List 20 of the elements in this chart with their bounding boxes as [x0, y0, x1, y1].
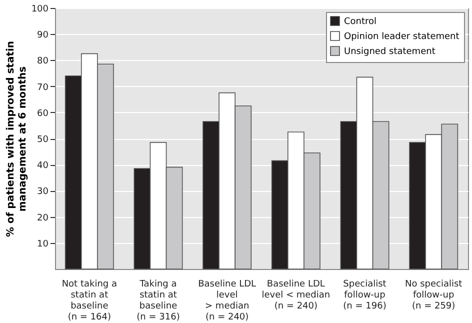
legend-label: Unsigned statement — [344, 47, 436, 57]
y-axis-title: % of patients with improved statin management at 6 months — [5, 40, 28, 238]
y-tick-label: 40 — [37, 161, 49, 172]
y-tick-label: 60 — [37, 108, 49, 119]
x-tick-label: Specialist follow-up (n = 196) — [343, 280, 387, 312]
y-tick-label: 90 — [37, 30, 49, 41]
legend-label: Opinion leader statement — [344, 32, 460, 42]
y-tick-label: 20 — [37, 213, 49, 224]
y-tick-label: 100 — [31, 4, 49, 14]
y-tick-label: 10 — [37, 239, 49, 250]
x-tick-label: No specialist follow-up (n = 259) — [404, 280, 463, 312]
y-tick-label: 80 — [37, 56, 49, 67]
y-tick-label: 30 — [37, 187, 49, 198]
legend-label: Control — [344, 17, 377, 27]
y-tick-label: 70 — [37, 82, 49, 93]
x-tick-label: Taking a statin at baseline (n = 316) — [136, 280, 180, 322]
x-tick-label: Baseline LDL level < median (n = 240) — [262, 280, 330, 312]
x-tick-label: Not taking a statin at baseline (n = 164) — [62, 280, 118, 322]
y-tick-label: 50 — [37, 135, 49, 145]
x-tick-label: Baseline LDL level > median (n = 240) — [198, 280, 256, 322]
